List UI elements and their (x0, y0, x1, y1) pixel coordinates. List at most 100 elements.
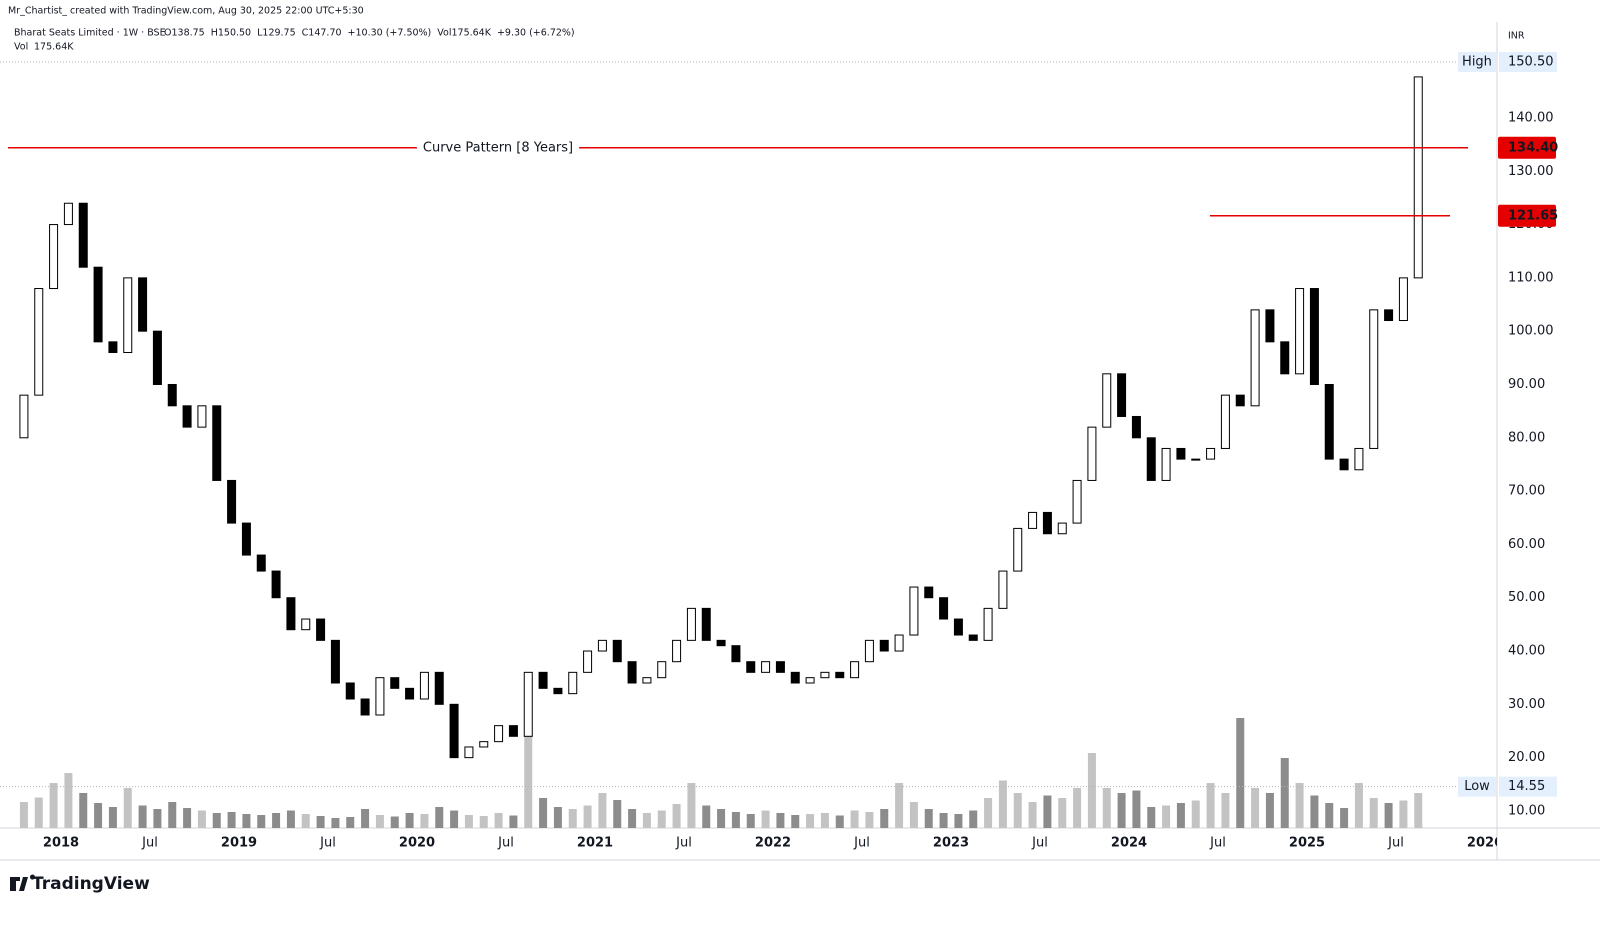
volume-bar (642, 813, 651, 828)
candle-body: 2021-12 (761, 661, 771, 673)
candle-body: 2023-02 (968, 634, 978, 641)
volume-bar (94, 803, 103, 828)
volume-value: Vol175.64K (437, 28, 491, 39)
volume-bar (227, 812, 236, 828)
volume-bar (1058, 798, 1067, 828)
volume-bar (1265, 793, 1274, 828)
volume-bar (1221, 793, 1230, 828)
candle-body: 2023-06 (1028, 511, 1038, 529)
candle-body: 2024-02 (1146, 437, 1156, 481)
volume-bar (1162, 805, 1171, 828)
volume-bar (568, 809, 577, 828)
volume-bar (153, 809, 162, 828)
volume-bar (242, 814, 251, 828)
candle-body: 2019-02 (256, 554, 266, 572)
volume-bar (613, 800, 622, 828)
brand-logo (10, 874, 35, 891)
volume-bar (79, 793, 88, 828)
volume-bar (687, 783, 696, 828)
candle-body: 2024-10 (1265, 309, 1275, 343)
volume-bar (895, 783, 904, 828)
candle-body: 2019-10 (375, 677, 385, 716)
x-tick-label: Jul (1209, 836, 1226, 851)
volume-bar (197, 810, 206, 828)
volume-bar (138, 805, 147, 828)
volume-bar (49, 783, 58, 828)
candle-body: 2025-08 (1413, 76, 1423, 279)
ohlc-value: O138.75 (164, 28, 205, 39)
candle-body: 2019-03 (271, 570, 281, 599)
candle-body: 2021-11 (746, 661, 756, 673)
candle-body: 2022-06 (850, 661, 860, 679)
high-price-bg (1499, 51, 1557, 72)
candle-body: 2021-10 (731, 645, 741, 663)
y-tick-label: 110.00 (1508, 270, 1554, 285)
volume-bar (880, 809, 889, 828)
candle-body: 2019-07 (330, 639, 340, 684)
candle-body: 2023-09 (1072, 479, 1082, 524)
volume-bar (1340, 808, 1349, 828)
candle-body: 2021-02 (612, 639, 622, 663)
candle-body: 2024-12 (1295, 288, 1305, 375)
candle-body: 2024-01 (1131, 415, 1141, 439)
volume-bar (539, 798, 548, 828)
volume-bar (1236, 718, 1245, 828)
volume-bar (316, 816, 325, 828)
volume-bar (1028, 802, 1037, 828)
candle-body: 2025-01 (1309, 288, 1319, 385)
low-price-bg (1499, 776, 1557, 797)
candle-body: 2022-07 (864, 639, 874, 663)
candle-body: 2019-05 (301, 618, 311, 631)
candle-body: 2019-01 (241, 522, 251, 556)
volume-bar (420, 814, 429, 828)
candle-body: 2020-02 (434, 671, 444, 705)
level-text: Curve Pattern [8 Years] (423, 140, 573, 155)
x-tick-label: 2025 (1289, 836, 1325, 851)
y-tick-label: 60.00 (1508, 537, 1545, 552)
volume-bar (1399, 800, 1408, 828)
volume-bar (954, 814, 963, 828)
volume-legend-name: Vol (14, 42, 28, 53)
volume-bar (301, 814, 310, 828)
candle-body: 2022-04 (820, 671, 830, 679)
volume-bar (64, 773, 73, 828)
level-price: 134.40 (1508, 140, 1558, 155)
volume-bar (553, 807, 562, 828)
x-tick-label: Jul (141, 836, 158, 851)
candle-body: 2024-06 (1206, 447, 1216, 460)
y-tick-label: 10.00 (1508, 803, 1545, 818)
volume-bar (1191, 800, 1200, 828)
candle-body: 2021-01 (597, 639, 607, 652)
volume-bar (346, 817, 355, 828)
volume-bar (909, 802, 918, 828)
volume-bar (168, 802, 177, 828)
ohlc-value: +10.30 (+7.50%) (348, 28, 432, 39)
volume-bar (390, 816, 399, 828)
candle-body: 2023-03 (983, 607, 993, 641)
candle-body: 2018-07 (152, 330, 162, 385)
candle-body: 2021-09 (716, 639, 726, 647)
candle-body: 2025-06 (1384, 309, 1394, 322)
candle-body: 2022-02 (790, 671, 800, 684)
volume-bar (405, 813, 414, 828)
volume-bar (1310, 795, 1319, 828)
volume-bar (1414, 793, 1423, 828)
volume-value: +9.30 (+6.72%) (497, 28, 575, 39)
x-tick-label: 2018 (43, 836, 79, 851)
volume-bar (1295, 783, 1304, 828)
y-tick-label: 140.00 (1508, 110, 1554, 125)
candle-body: 2023-07 (1042, 511, 1052, 535)
candle-body: 2022-03 (805, 677, 815, 684)
candle-body: 2018-02 (78, 202, 88, 268)
candle-body: 2022-12 (939, 597, 949, 620)
candle-body: 2022-10 (909, 586, 919, 636)
volume-bar (746, 814, 755, 828)
candle-body: 2020-09 (538, 671, 548, 689)
candle-body: 2019-06 (316, 618, 326, 641)
volume-bar (1206, 783, 1215, 828)
volume-bar (257, 815, 266, 828)
volume-bar (479, 816, 488, 828)
volume-bar (657, 810, 666, 828)
plot: 2017-10 2017-11 2017-12 2018-01 2018-02 2018-… (19, 76, 1423, 828)
x-tick-label: Jul (1031, 836, 1048, 851)
